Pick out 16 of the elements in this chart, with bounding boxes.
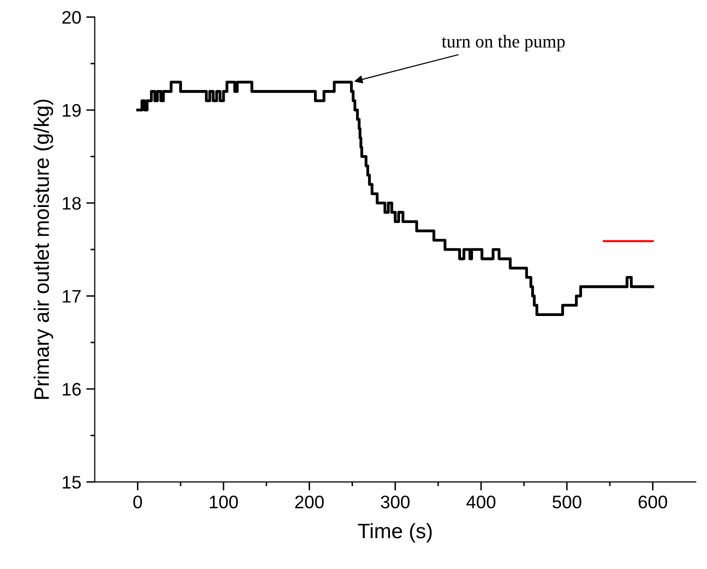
x-tick-label: 300 [380, 496, 410, 508]
y-tick-label: 19 [62, 104, 81, 117]
x-axis-title: Time (s) [358, 523, 432, 542]
x-tick-label: 600 [638, 496, 668, 508]
y-tick-label: 20 [62, 11, 81, 24]
x-tick-label: 100 [210, 496, 238, 508]
x-tick-label: 0 [133, 496, 142, 508]
y-tick-label: 17 [62, 290, 81, 303]
x-tick-label: 400 [466, 496, 496, 508]
y-tick-label: 15 [62, 476, 81, 489]
y-axis-title: Primary air outlet moisture (g/kg) [34, 100, 54, 399]
y-tick-label: 16 [62, 382, 81, 396]
x-tick-label: 500 [552, 496, 582, 508]
annotation: turn on the pump [442, 34, 565, 52]
x-tick-label: 200 [295, 496, 324, 508]
y-tick-label: 18 [62, 196, 81, 210]
